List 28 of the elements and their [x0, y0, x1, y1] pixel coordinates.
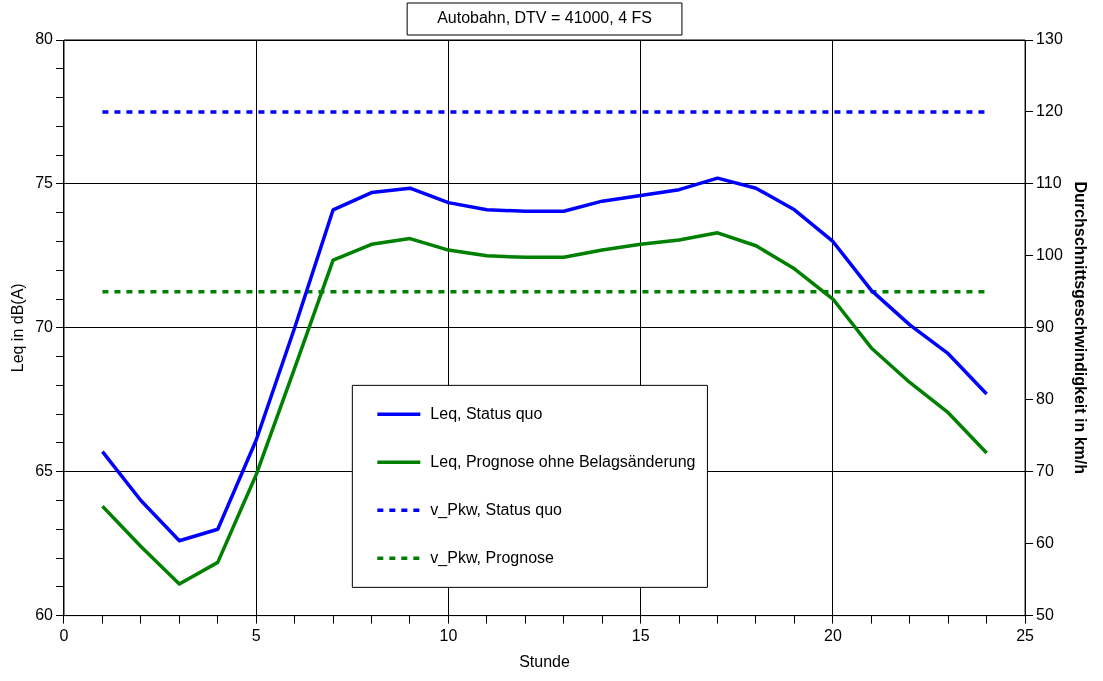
x-axis-title: Stunde — [519, 652, 570, 670]
x-tick-label: 25 — [1016, 626, 1035, 644]
y2-tick-label: 70 — [1036, 462, 1054, 480]
y-axis-title: Leq in dB(A) — [9, 283, 27, 373]
y2-tick-label: 50 — [1036, 606, 1054, 624]
y-tick-label: 75 — [35, 174, 54, 192]
y2-tick-label: 110 — [1036, 174, 1062, 192]
x-tick-label: 15 — [631, 626, 650, 644]
chart-title: Autobahn, DTV = 41000, 4 FS — [437, 9, 652, 27]
y2-tick-label: 130 — [1036, 30, 1063, 48]
x-tick-label: 0 — [59, 626, 69, 644]
y-tick-label: 60 — [35, 606, 54, 624]
x-tick-label: 5 — [251, 626, 261, 644]
y2-tick-label: 120 — [1036, 102, 1063, 120]
legend-label: v_Pkw, Prognose — [430, 548, 555, 567]
y-tick-label: 70 — [35, 318, 54, 336]
y2-tick-label: 90 — [1036, 318, 1054, 336]
y2-tick-label: 60 — [1036, 534, 1054, 552]
legend-label: Leq, Status quo — [430, 404, 543, 422]
y-tick-label: 80 — [35, 30, 54, 48]
x-tick-label: 10 — [439, 626, 458, 644]
y2-tick-label: 80 — [1036, 390, 1054, 408]
legend-label: v_Pkw, Status quo — [430, 500, 563, 519]
x-tick-label: 20 — [823, 626, 842, 644]
y2-axis-title: Durchschnittsgeschwindigkeit in km/h — [1071, 181, 1089, 475]
y2-tick-label: 100 — [1036, 246, 1063, 264]
y-tick-label: 65 — [35, 462, 54, 480]
legend-label: Leq, Prognose ohne Belagsänderung — [430, 452, 696, 470]
